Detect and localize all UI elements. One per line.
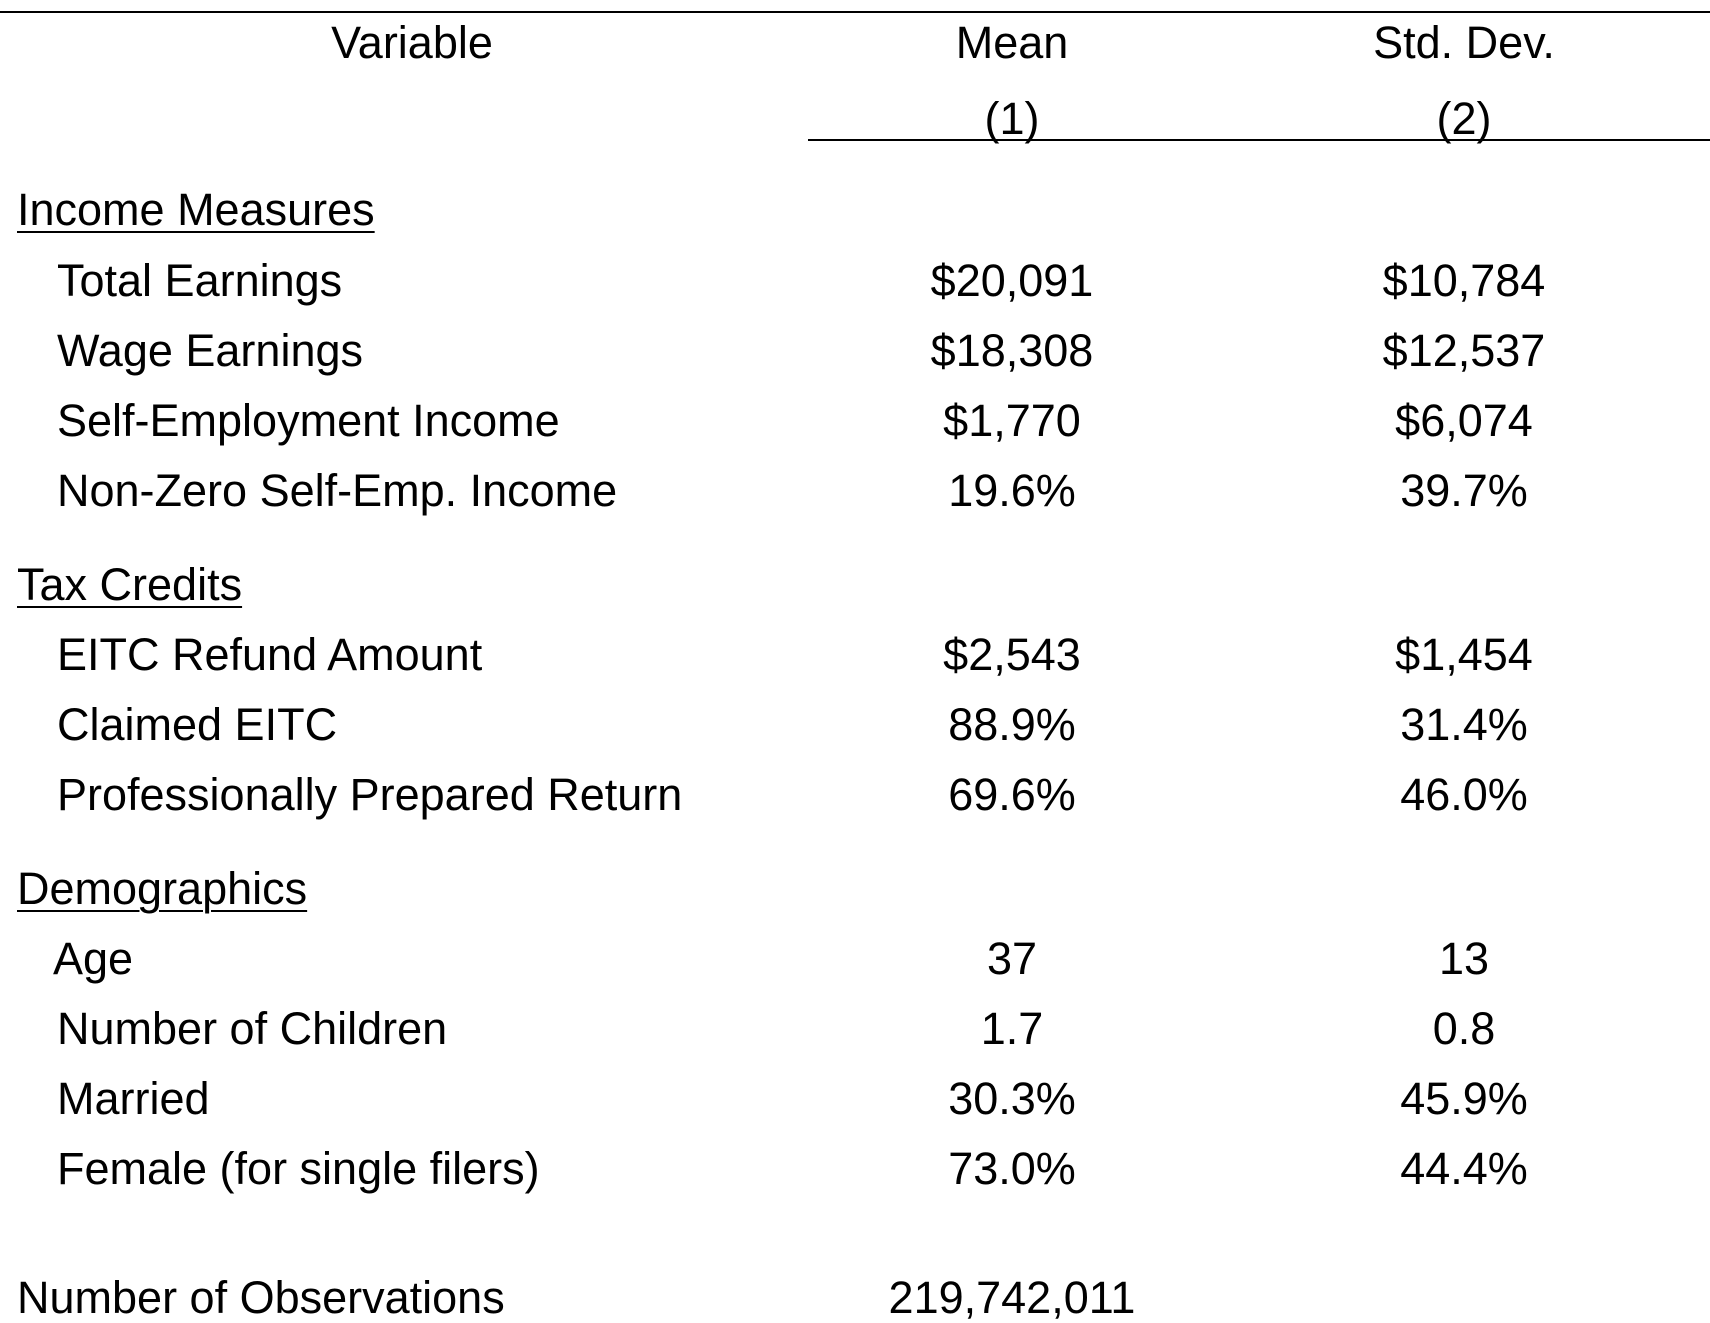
top-rule (0, 11, 1710, 13)
row-std-dev: $6,074 (1395, 395, 1533, 446)
row-label: Female (for single filers) (57, 1143, 540, 1194)
row-std-dev: 31.4% (1400, 699, 1528, 750)
header-mean-number: (1) (984, 93, 1040, 144)
row-label: Wage Earnings (57, 325, 363, 376)
row-mean: $1,770 (943, 395, 1081, 446)
row-label: Number of Children (57, 1003, 448, 1054)
observations-value: 219,742,011 (888, 1272, 1136, 1323)
row-mean: 30.3% (948, 1073, 1076, 1124)
row-mean: 73.0% (948, 1143, 1076, 1194)
row-mean: $20,091 (930, 255, 1094, 306)
row-std-dev: $1,454 (1395, 629, 1533, 680)
header-mean: Mean (955, 17, 1069, 68)
header-variable: Variable (331, 17, 493, 68)
row-mean: $2,543 (943, 629, 1081, 680)
row-mean: 19.6% (948, 465, 1076, 516)
row-label: Claimed EITC (57, 699, 338, 750)
row-std-dev: 44.4% (1400, 1143, 1528, 1194)
row-std-dev: 39.7% (1400, 465, 1528, 516)
row-mean: $18,308 (930, 325, 1094, 376)
row-mean: 37 (986, 933, 1038, 984)
header-rule (808, 139, 1710, 141)
row-mean: 88.9% (948, 699, 1076, 750)
row-label: Married (57, 1073, 210, 1124)
section-title-income: Income Measures (17, 184, 375, 235)
row-label: Age (53, 933, 134, 984)
header-std-dev-number: (2) (1436, 93, 1492, 144)
header-std-dev: Std. Dev. (1373, 17, 1555, 68)
row-mean: 1.7 (980, 1003, 1044, 1054)
row-std-dev: $12,537 (1382, 325, 1546, 376)
row-std-dev: 45.9% (1400, 1073, 1528, 1124)
row-label: Professionally Prepared Return (57, 769, 683, 820)
row-mean: 69.6% (948, 769, 1076, 820)
row-std-dev: 0.8 (1432, 1003, 1496, 1054)
row-label: Total Earnings (57, 255, 343, 306)
section-title-demographics: Demographics (17, 863, 308, 914)
row-label: EITC Refund Amount (57, 629, 483, 680)
row-std-dev: 13 (1438, 933, 1490, 984)
row-std-dev: $10,784 (1382, 255, 1546, 306)
row-label: Non-Zero Self-Emp. Income (57, 465, 618, 516)
row-std-dev: 46.0% (1400, 769, 1528, 820)
observations-label: Number of Observations (17, 1272, 505, 1323)
section-title-tax-credits: Tax Credits (17, 559, 243, 610)
row-label: Self-Employment Income (57, 395, 560, 446)
